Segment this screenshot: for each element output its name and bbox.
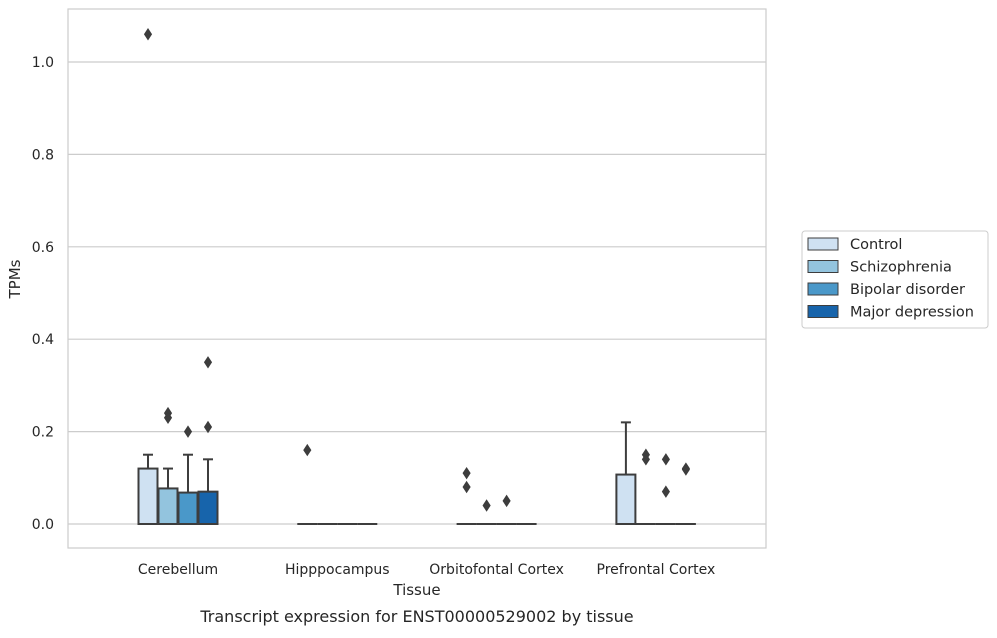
y-tick-label: 0.4 [32, 332, 54, 348]
plot-area-frame [67, 8, 767, 549]
x-tick-label: Cerebellum [138, 562, 218, 578]
legend-label: Schizophrenia [850, 260, 952, 276]
box-body [615, 473, 637, 526]
legend-label: Major depression [850, 305, 974, 321]
outlier-point [203, 420, 213, 434]
x-axis-label: Tissue [392, 581, 440, 599]
legend-label: Bipolar disorder [850, 282, 965, 298]
x-axis-ticks: Cerebellum Hipppocampus Orbitofontal Corte… [138, 562, 715, 578]
legend-swatch [807, 260, 839, 273]
legend-item: Major depression [807, 305, 974, 321]
outlier-point [502, 494, 511, 508]
box-body [137, 467, 159, 525]
chart-caption: Transcript expression for ENST0000052900… [199, 607, 633, 626]
outlier-point [661, 485, 670, 498]
y-tick-label: 0.6 [32, 240, 54, 256]
x-tick-label: Prefrontal Cortex [597, 562, 716, 578]
box-body [157, 487, 179, 525]
legend-items: Control Schizophrenia Bipolar disorder Majo… [807, 237, 974, 321]
legend: Control Schizophrenia Bipolar disorder Majo… [801, 230, 989, 329]
outlier-point [641, 453, 650, 466]
box-control [137, 453, 159, 525]
y-axis-ticks: 0.0 0.2 0.4 0.6 0.8 1.0 [32, 55, 54, 533]
outlier-point [462, 480, 471, 494]
outlier-point [462, 466, 471, 480]
outlier-points [143, 28, 690, 512]
legend-swatch [807, 305, 839, 318]
outlier-point [661, 453, 670, 466]
legend-label: Control [850, 237, 902, 253]
legend-item: Bipolar disorder [807, 282, 965, 298]
legend-swatch [807, 237, 839, 251]
y-tick-label: 0.8 [32, 147, 54, 163]
grid-lines [68, 61, 766, 525]
y-tick-label: 1.0 [32, 55, 54, 71]
y-tick-label: 0.0 [32, 517, 54, 533]
outlier-point [203, 356, 213, 369]
y-tick-label: 0.2 [32, 425, 54, 441]
outlier-point [143, 28, 153, 41]
box-body [177, 491, 199, 526]
outlier-point [303, 443, 312, 457]
y-axis-label: TPMs [6, 259, 24, 299]
legend-swatch [807, 282, 839, 296]
box-series [137, 421, 696, 526]
x-tick-label: Orbitofontal Cortex [429, 562, 564, 578]
legend-frame [801, 230, 989, 329]
box-bipolar-disorder [177, 453, 199, 526]
outlier-point [163, 411, 173, 424]
legend-item: Control [807, 237, 902, 253]
box-schizophrenia [157, 467, 179, 525]
outlier-point [681, 463, 690, 476]
legend-item: Schizophrenia [807, 260, 952, 276]
outlier-point [482, 499, 491, 512]
box-control [615, 421, 637, 526]
box-body [197, 490, 219, 526]
outlier-point [183, 425, 193, 438]
x-tick-label: Hipppocampus [285, 562, 390, 578]
box-major-depression [197, 458, 219, 526]
